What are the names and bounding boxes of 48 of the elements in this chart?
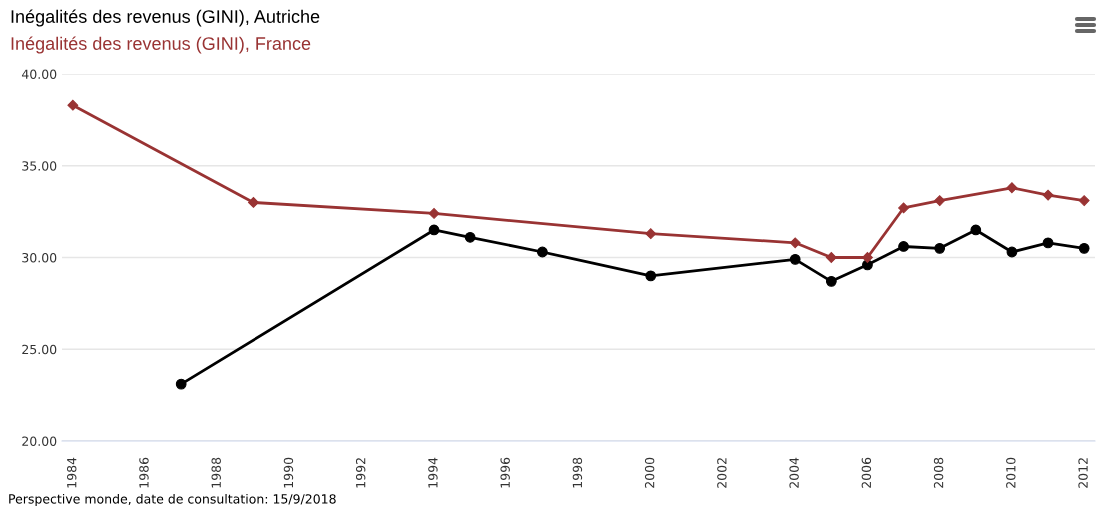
point bbox=[934, 195, 946, 207]
text: Inégalités des revenus (GINI), France bbox=[11, 36, 311, 54]
point bbox=[934, 242, 946, 254]
y-tick-label: 20.00 bbox=[22, 436, 57, 446]
y-tick-label: 30.00 bbox=[22, 252, 57, 263]
x-tick-label: 2000 bbox=[644, 457, 655, 488]
point bbox=[428, 224, 440, 236]
point bbox=[825, 275, 837, 287]
point bbox=[970, 224, 982, 236]
point bbox=[1078, 195, 1090, 207]
x-tick-label: 1994 bbox=[428, 457, 438, 488]
y-tick-label: 25.00 bbox=[22, 344, 57, 355]
point bbox=[898, 202, 909, 214]
point bbox=[898, 241, 909, 252]
text: Inégalités des revenus (GINI), Autriche bbox=[11, 9, 320, 27]
x-tick-label: 2012 bbox=[1078, 458, 1088, 488]
point bbox=[537, 246, 548, 258]
point bbox=[1042, 189, 1054, 201]
x-tick-label: 2002 bbox=[717, 458, 727, 488]
point bbox=[645, 228, 657, 240]
point bbox=[645, 270, 657, 282]
point bbox=[862, 252, 873, 263]
point bbox=[248, 197, 259, 208]
point bbox=[789, 237, 801, 249]
x-tick-label: 1988 bbox=[211, 457, 221, 488]
y-tick-label: 35.00 bbox=[22, 161, 57, 171]
text: Perspective monde, date de consultation: 15/9/2018 bbox=[9, 493, 336, 507]
x-tick-label: 1986 bbox=[139, 457, 149, 488]
x-tick-label: 2008 bbox=[933, 457, 944, 488]
point bbox=[1078, 242, 1090, 254]
x-tick-label: 1992 bbox=[355, 458, 366, 488]
x-tick-label: 1998 bbox=[572, 457, 583, 488]
x-tick-label: 1990 bbox=[283, 457, 294, 488]
point bbox=[1006, 182, 1018, 194]
point bbox=[825, 252, 837, 263]
x-tick-label: 1996 bbox=[500, 457, 510, 488]
x-tick-label: 2006 bbox=[861, 457, 872, 488]
point bbox=[428, 208, 440, 219]
x-tick-label: 2010 bbox=[1006, 457, 1016, 488]
point bbox=[1006, 246, 1018, 258]
point bbox=[789, 253, 801, 265]
x-tick-label: 2004 bbox=[789, 457, 799, 488]
x-tick-label: 1984 bbox=[67, 457, 77, 488]
point bbox=[67, 99, 79, 111]
point bbox=[1042, 237, 1054, 249]
y-tick-label: 40.00 bbox=[21, 69, 57, 79]
point bbox=[175, 378, 187, 390]
point bbox=[464, 231, 476, 243]
